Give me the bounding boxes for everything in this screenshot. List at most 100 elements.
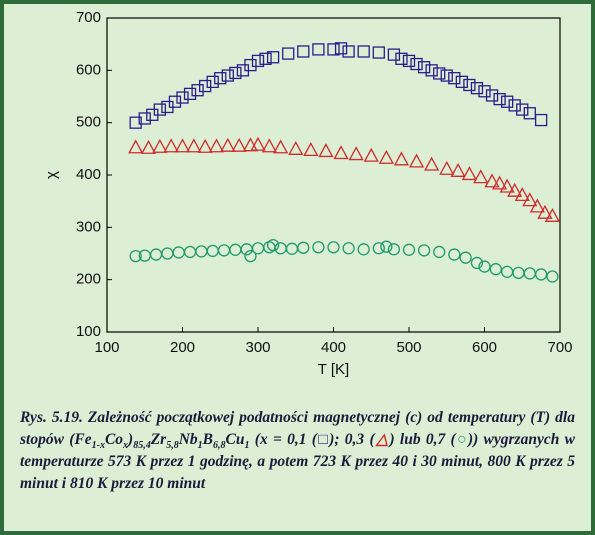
circle-marker xyxy=(206,244,219,258)
circle-marker xyxy=(161,247,174,260)
circle-marker xyxy=(172,246,185,259)
caption-text: Co xyxy=(104,431,124,448)
triangle-marker xyxy=(197,138,213,153)
square-marker xyxy=(327,43,340,56)
square-marker xyxy=(425,64,438,77)
triangle-marker xyxy=(220,137,236,152)
circle-marker xyxy=(195,245,208,258)
circle-marker xyxy=(229,243,242,256)
triangle-marker xyxy=(333,145,349,160)
square-marker xyxy=(259,52,272,65)
circle-marker xyxy=(342,242,355,255)
square-marker xyxy=(176,91,189,104)
triangle-marker xyxy=(537,204,553,219)
square-marker xyxy=(387,48,401,61)
triangle-marker xyxy=(529,198,545,213)
circle-marker xyxy=(217,244,231,257)
square-marker xyxy=(342,45,355,58)
triangle-marker xyxy=(492,175,508,190)
triangle-marker xyxy=(128,139,144,154)
triangle-marker xyxy=(544,207,561,222)
caption-text: (x = 0,1 ( xyxy=(249,431,317,448)
triangle-marker xyxy=(242,137,259,152)
square-marker xyxy=(534,113,548,127)
x-tick-label: 400 xyxy=(321,339,346,356)
circle-marker xyxy=(312,241,325,254)
y-axis-label: χ xyxy=(43,171,60,179)
caption-subscript: 1 xyxy=(197,440,203,452)
x-tick-label: 700 xyxy=(547,339,572,356)
x-axis-label: T [K] xyxy=(318,361,349,378)
square-marker xyxy=(334,42,348,55)
triangle-marker xyxy=(186,138,202,153)
circle-marker xyxy=(448,248,461,261)
caption-subscript: 6,8 xyxy=(213,440,226,452)
circle-marker xyxy=(251,242,265,255)
square-marker xyxy=(183,87,197,101)
x-tick-label: 300 xyxy=(245,339,270,356)
circle-marker xyxy=(244,249,257,263)
square-marker xyxy=(440,69,453,82)
caption-subscript: 1-x xyxy=(91,440,105,452)
square-marker xyxy=(221,69,234,82)
caption-symbol: ○ xyxy=(455,431,468,448)
caption-text: Zr xyxy=(150,431,167,448)
square-marker xyxy=(478,85,491,98)
circle-marker xyxy=(240,243,253,256)
triangle-marker xyxy=(174,138,191,153)
caption-subscript: 1 xyxy=(244,440,250,452)
square-marker xyxy=(523,107,536,120)
square-marker xyxy=(395,52,408,65)
square-marker xyxy=(282,47,295,60)
caption-subscript: 85,4 xyxy=(133,440,151,452)
triangle-marker xyxy=(273,139,289,154)
square-marker xyxy=(206,75,219,88)
circle-marker xyxy=(470,256,484,270)
triangle-marker xyxy=(378,149,394,164)
x-tick-label: 200 xyxy=(170,339,195,356)
triangle-marker xyxy=(140,139,157,154)
chart: 100 200 300 400 500 600 700 100 200 300 400 500 600 7… xyxy=(43,9,573,378)
caption-symbol: □ xyxy=(316,431,330,448)
square-marker xyxy=(372,46,385,59)
circle-marker xyxy=(459,251,472,264)
caption-text: B xyxy=(202,431,214,448)
circle-marker xyxy=(149,248,163,261)
circle-marker xyxy=(297,241,310,254)
x-tick-label: 600 xyxy=(472,339,497,356)
y-tick-label: 500 xyxy=(76,114,101,131)
triangle-marker xyxy=(288,140,304,155)
circle-marker xyxy=(129,249,142,263)
y-tick-label: 400 xyxy=(76,166,101,183)
square-marker xyxy=(357,45,370,58)
triangle-marker xyxy=(231,137,247,152)
triangle-marker xyxy=(318,143,334,158)
triangle-marker xyxy=(439,160,455,175)
square-marker xyxy=(402,54,416,68)
circle-marker xyxy=(183,245,197,259)
caption-subscript: x xyxy=(123,440,129,452)
y-tick-label: 200 xyxy=(76,271,101,288)
triangle-marker xyxy=(499,178,515,193)
triangle-marker xyxy=(393,151,410,166)
circle-marker xyxy=(534,268,548,281)
square-marker xyxy=(153,103,167,116)
y-tick-label: 600 xyxy=(76,61,101,78)
circle-marker xyxy=(387,243,401,256)
square-marker xyxy=(508,99,521,112)
square-marker xyxy=(516,103,529,116)
x-tick-label: 500 xyxy=(396,339,421,356)
circle-marker xyxy=(266,238,280,252)
square-marker xyxy=(410,57,423,71)
y-tick-label: 100 xyxy=(76,323,101,340)
square-marker xyxy=(251,54,265,68)
triangle-marker xyxy=(163,138,179,153)
x-tick-label: 100 xyxy=(94,339,119,356)
circle-marker xyxy=(546,270,559,283)
triangle-marker xyxy=(303,142,319,157)
square-marker xyxy=(168,95,182,108)
square-marker xyxy=(448,72,461,85)
square-marker xyxy=(229,66,242,80)
circle-marker xyxy=(285,242,299,255)
